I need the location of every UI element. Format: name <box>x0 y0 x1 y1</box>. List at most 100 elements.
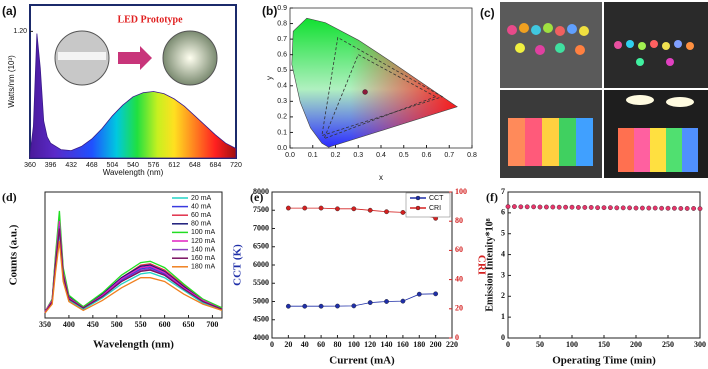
data-point <box>556 204 562 210</box>
y2-tick-label: 0 <box>455 333 459 342</box>
chart-panel: (d) 350 400 450 500 550 600 650 700 Wavelength (n… <box>2 190 223 351</box>
y-tick-label: 0.1 <box>277 129 287 136</box>
gamut-triangle <box>321 36 444 137</box>
y-axis-label: CCT (K) <box>232 244 244 286</box>
x-axis-label: x <box>379 173 383 182</box>
data-point <box>588 205 594 210</box>
x-tick-label: 0.2 <box>331 152 341 159</box>
y-tick-label: 0.5 <box>277 67 287 74</box>
data-point <box>672 205 677 211</box>
data-point <box>335 206 340 212</box>
data-point <box>691 206 696 211</box>
x-tick-label: 450 <box>87 320 99 329</box>
data-point <box>684 206 690 211</box>
x-tick-label: 160 <box>397 340 409 349</box>
y-tick-label: 4 <box>501 249 505 258</box>
y-axis-label: y <box>265 76 274 80</box>
y-axis-label: Counts (a.u.) <box>8 224 20 285</box>
y-tick-label: 4500 <box>253 315 269 324</box>
data-point <box>416 291 422 297</box>
y-tick-label: 0.0 <box>277 145 287 152</box>
data-point <box>550 204 556 210</box>
photo <box>500 2 602 88</box>
x-tick-label: 720 <box>230 162 242 169</box>
x-tick-label: 468 <box>86 162 98 169</box>
legend-marker <box>415 195 421 201</box>
legend-label: 60 mA <box>191 212 212 219</box>
data-point <box>302 205 308 211</box>
legend-label: 40 mA <box>191 203 212 210</box>
x-tick-label: 550 <box>135 320 147 329</box>
x-tick-label: 150 <box>598 340 610 349</box>
arrow <box>118 46 152 70</box>
x-tick-label: 40 <box>301 340 309 349</box>
data-point <box>351 206 357 212</box>
led-strip <box>58 52 106 60</box>
x-axis-label: Wavelength (nm) <box>103 168 164 177</box>
x-tick-label: 200 <box>630 340 642 349</box>
photo-panel: (c) <box>480 2 708 178</box>
x-tick-label: 500 <box>111 320 123 329</box>
series-line <box>288 293 436 307</box>
y-tick-label: 5500 <box>253 278 269 287</box>
x-tick-label: 100 <box>566 340 578 349</box>
data-point <box>400 210 406 215</box>
x-tick-label: 0 <box>506 340 510 349</box>
annotation: LED Prototype <box>117 14 183 25</box>
y2-tick-label: 20 <box>455 304 463 313</box>
data-point <box>620 205 626 211</box>
chart-panel: (a) 360 396 432 468 504 540 576 612 648 684 720 1.20… <box>2 4 242 177</box>
y-tick-label: 0 <box>501 333 505 342</box>
x-tick-label: 80 <box>333 340 341 349</box>
panel-label: (f) <box>486 190 498 204</box>
y-tick-label: 0.4 <box>277 83 287 90</box>
data-point <box>318 303 324 309</box>
x-tick-label: 432 <box>65 162 77 169</box>
data-point <box>512 204 517 210</box>
x-tick-label: 200 <box>430 340 442 349</box>
chart-panel: (b) 0.0 0.1 0.2 0.3 0.4 0.5 0.6 0.7 0.8 0.0 0.1 0.2 0… <box>262 4 477 182</box>
spectrum-area <box>29 33 237 159</box>
chart-panel: (f) 0 50 100 150 200 250 300 0 1 2 3 4 5 6 7 Operating T… <box>484 187 706 367</box>
x-tick-label: 540 <box>127 162 139 169</box>
data-point <box>697 206 703 212</box>
legend-label: CRI <box>429 205 441 212</box>
y-tick-label: 0.6 <box>277 52 287 59</box>
data-point <box>384 209 389 215</box>
legend-label: 120 mA <box>191 238 215 245</box>
data-point <box>646 205 652 211</box>
y-tick-label: 4000 <box>253 333 269 342</box>
data-point <box>678 206 684 211</box>
x-tick-label: 0.5 <box>399 152 409 159</box>
x-tick-label: 576 <box>148 162 160 169</box>
x-tick-label: 0.4 <box>376 152 386 159</box>
data-point <box>433 291 439 297</box>
color-strips <box>508 95 698 172</box>
legend-label: 20 mA <box>191 195 212 202</box>
data-point <box>400 298 406 304</box>
legend-label: 160 mA <box>191 255 215 262</box>
y2-tick-label: 40 <box>455 274 463 283</box>
data-point <box>582 205 588 210</box>
data-point <box>640 205 645 211</box>
data-point <box>569 204 575 210</box>
data-point <box>608 205 613 211</box>
x-axis-label: Wavelength (nm) <box>93 339 174 351</box>
y-tick-label: 1 <box>501 312 505 321</box>
y2-tick-label: 60 <box>455 245 463 254</box>
x-tick-label: 20 <box>284 340 292 349</box>
y-tick-label: 0.3 <box>277 98 287 105</box>
data-point <box>367 300 373 305</box>
x-tick-label: 504 <box>107 162 119 169</box>
legend-label: 140 mA <box>191 246 215 253</box>
cie-diagram <box>291 17 458 148</box>
series-line <box>44 210 223 313</box>
data-point <box>285 303 291 309</box>
data-point <box>285 205 291 211</box>
series-line <box>44 241 223 314</box>
x-tick-label: 0 <box>270 340 274 349</box>
y-tick-label: 1.20 <box>13 28 27 35</box>
y-tick-label: 7 <box>501 187 505 196</box>
photo-insets <box>54 30 218 86</box>
